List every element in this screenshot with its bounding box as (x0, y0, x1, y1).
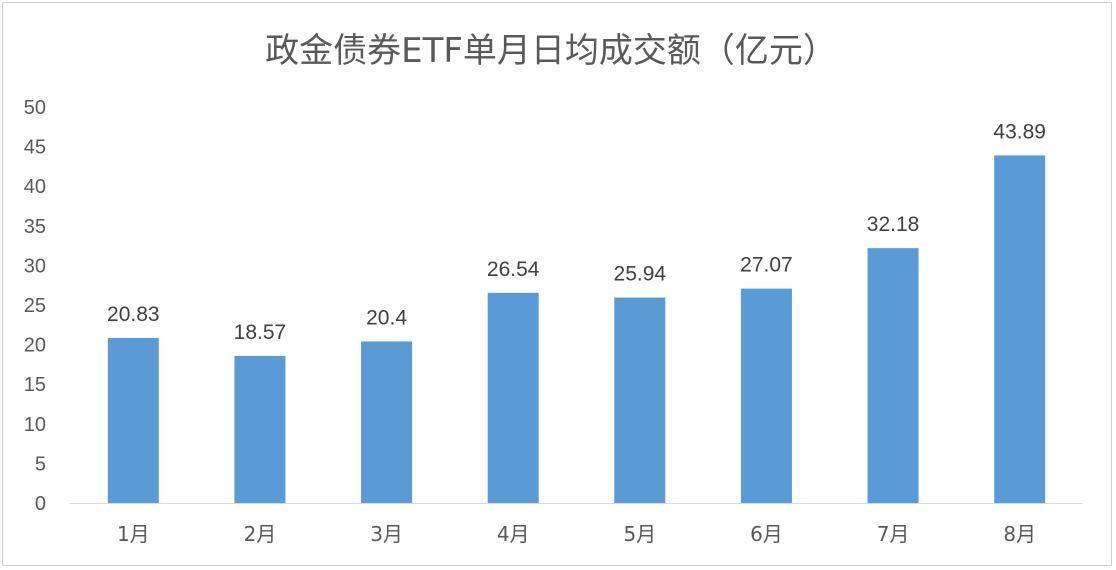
y-tick-label: 45 (24, 137, 46, 159)
y-axis-ticks: 0 5 10 15 20 25 30 35 40 45 50 (24, 97, 46, 515)
bar (994, 155, 1046, 503)
data-label: 26.54 (487, 258, 540, 281)
x-category-label: 6月 (750, 522, 783, 546)
data-label: 27.07 (740, 254, 793, 277)
data-label: 25.94 (614, 263, 667, 286)
y-tick-label: 35 (24, 216, 46, 238)
data-label: 43.89 (993, 120, 1046, 143)
data-label: 32.18 (867, 213, 920, 236)
bar (614, 297, 666, 503)
x-category-label: 1月 (117, 522, 150, 546)
data-label: 20.83 (107, 303, 160, 326)
y-tick-label: 30 (24, 255, 46, 277)
x-category-label: 7月 (877, 522, 910, 546)
bar (740, 288, 792, 503)
data-label: 20.4 (366, 306, 407, 329)
y-tick-label: 5 (35, 453, 46, 475)
bar (487, 292, 539, 503)
y-tick-label: 10 (24, 414, 46, 436)
x-category-label: 3月 (370, 522, 403, 546)
x-category-label: 4月 (497, 522, 530, 546)
data-labels: 20.83 18.57 20.4 26.54 25.94 27.07 32.18 43.89 (107, 120, 1046, 344)
y-tick-label: 15 (24, 374, 46, 396)
bar (361, 341, 413, 503)
x-category-label: 8月 (1003, 522, 1036, 546)
y-tick-label: 20 (24, 335, 46, 357)
bar (234, 355, 286, 503)
y-tick-label: 40 (24, 176, 46, 198)
x-category-label: 5月 (623, 522, 656, 546)
y-tick-label: 25 (24, 295, 46, 317)
y-tick-label: 0 (35, 493, 46, 515)
y-tick-label: 50 (24, 97, 46, 119)
x-category-label: 2月 (244, 522, 277, 546)
bar (107, 338, 159, 503)
bars (107, 155, 1046, 503)
bar (867, 248, 919, 503)
x-axis-categories: 1月 2月 3月 4月 5月 6月 7月 8月 (117, 522, 1036, 546)
data-label: 18.57 (234, 321, 287, 344)
chart-title: 政金债券ETF单月日均成交额（亿元） (265, 31, 837, 71)
